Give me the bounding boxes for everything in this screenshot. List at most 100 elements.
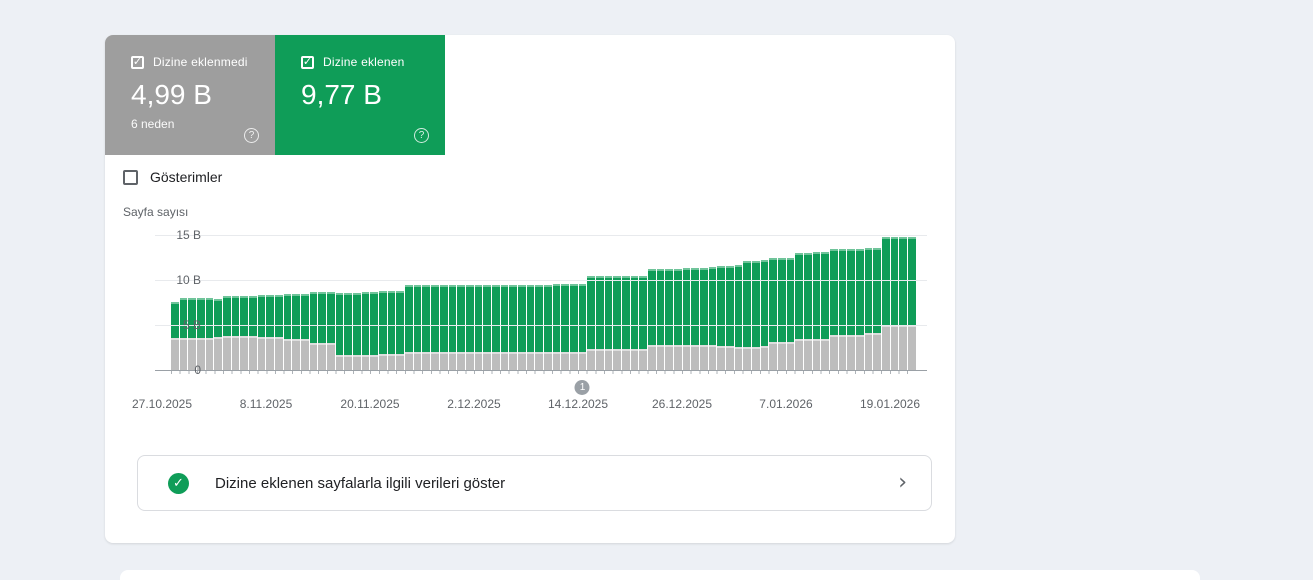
stacked-bar[interactable] — [890, 235, 899, 370]
stacked-bar[interactable] — [483, 235, 491, 370]
stacked-bar[interactable] — [257, 235, 266, 370]
stacked-bar[interactable] — [379, 235, 387, 370]
stacked-bar[interactable] — [821, 235, 830, 370]
stacked-bar[interactable] — [500, 235, 509, 370]
stacked-bar[interactable] — [569, 235, 578, 370]
stacked-bar[interactable] — [509, 235, 517, 370]
stacked-bar[interactable] — [691, 235, 699, 370]
stacked-bar[interactable] — [275, 235, 283, 370]
stacked-bar[interactable] — [405, 235, 413, 370]
chart-annotation-marker[interactable]: 1 — [574, 380, 590, 395]
stacked-bar[interactable] — [578, 235, 587, 370]
stacked-bar[interactable] — [231, 235, 240, 370]
stacked-bar[interactable] — [673, 235, 682, 370]
stacked-bar[interactable] — [396, 235, 405, 370]
stacked-bar[interactable] — [604, 235, 613, 370]
stacked-bar[interactable] — [361, 235, 370, 370]
stacked-bar[interactable] — [795, 235, 804, 370]
stacked-bar[interactable] — [448, 235, 457, 370]
stacked-bar[interactable] — [309, 235, 318, 370]
stacked-bar[interactable] — [786, 235, 795, 370]
stacked-bar[interactable] — [223, 235, 231, 370]
stacked-bar[interactable] — [873, 235, 882, 370]
help-icon[interactable]: ? — [414, 128, 429, 143]
stacked-bar[interactable] — [595, 235, 604, 370]
stacked-bar[interactable] — [327, 235, 335, 370]
checkbox-impressions[interactable] — [123, 169, 138, 185]
stacked-bar[interactable] — [205, 235, 214, 370]
stacked-bar[interactable] — [197, 235, 205, 370]
stacked-bar[interactable] — [682, 235, 691, 370]
stacked-bar[interactable] — [734, 235, 743, 370]
stacked-bar[interactable] — [240, 235, 249, 370]
stacked-bar[interactable] — [830, 235, 838, 370]
show-indexed-data-row[interactable]: ✓ Dizine eklenen sayfalarla ilgili veril… — [137, 455, 932, 511]
stacked-bar[interactable] — [517, 235, 526, 370]
card-indexed[interactable]: ✓ Dizine eklenen 9,77 B ? — [275, 35, 445, 155]
stacked-bar[interactable] — [769, 235, 778, 370]
stacked-bar[interactable] — [535, 235, 543, 370]
stacked-bar[interactable] — [726, 235, 734, 370]
stacked-bar[interactable] — [344, 235, 353, 370]
stacked-bar[interactable] — [561, 235, 569, 370]
stacked-bar[interactable] — [431, 235, 439, 370]
stacked-bar[interactable] — [552, 235, 561, 370]
x-axis-date-label: 7.01.2026 — [759, 397, 813, 411]
stacked-bar[interactable] — [249, 235, 257, 370]
stacked-bar[interactable] — [543, 235, 552, 370]
stacked-bar[interactable] — [838, 235, 847, 370]
stacked-bar[interactable] — [856, 235, 864, 370]
stacked-bar[interactable] — [804, 235, 812, 370]
stacked-bar[interactable] — [752, 235, 760, 370]
stacked-bar[interactable] — [882, 235, 890, 370]
stacked-bar[interactable] — [474, 235, 483, 370]
stacked-bar[interactable] — [266, 235, 275, 370]
stacked-bar[interactable] — [665, 235, 673, 370]
stacked-bar[interactable] — [647, 235, 656, 370]
stacked-bar[interactable] — [847, 235, 856, 370]
stacked-bar[interactable] — [613, 235, 621, 370]
indexed-segment — [474, 284, 483, 352]
help-icon[interactable]: ? — [244, 128, 259, 143]
stacked-bar[interactable] — [335, 235, 344, 370]
stacked-bar[interactable] — [899, 235, 908, 370]
stacked-bar[interactable] — [621, 235, 630, 370]
stacked-bar[interactable] — [587, 235, 595, 370]
stacked-bar[interactable] — [708, 235, 717, 370]
stacked-bar[interactable] — [457, 235, 465, 370]
stacked-bar[interactable] — [283, 235, 292, 370]
stacked-bar[interactable] — [214, 235, 223, 370]
stacked-bar[interactable] — [179, 235, 188, 370]
stacked-bar[interactable] — [639, 235, 647, 370]
stacked-bar[interactable] — [630, 235, 639, 370]
stacked-bar[interactable] — [717, 235, 725, 370]
stacked-bar[interactable] — [778, 235, 786, 370]
stacked-bar[interactable] — [699, 235, 708, 370]
stacked-bar[interactable] — [188, 235, 197, 370]
stacked-bar[interactable] — [171, 235, 179, 370]
checkbox-not-indexed[interactable]: ✓ — [131, 55, 144, 69]
stacked-bar[interactable] — [465, 235, 474, 370]
stacked-bar[interactable] — [439, 235, 448, 370]
stacked-bar[interactable] — [908, 235, 916, 370]
stacked-bar[interactable] — [864, 235, 873, 370]
stacked-bar[interactable] — [318, 235, 327, 370]
stacked-bar[interactable] — [413, 235, 422, 370]
stacked-bar[interactable] — [292, 235, 301, 370]
stacked-bar[interactable] — [387, 235, 396, 370]
stacked-bar[interactable] — [526, 235, 535, 370]
stacked-bar[interactable] — [353, 235, 361, 370]
stacked-bar[interactable] — [760, 235, 769, 370]
stacked-bar[interactable] — [812, 235, 821, 370]
stacked-bar[interactable] — [422, 235, 431, 370]
stacked-bar[interactable] — [301, 235, 309, 370]
card-not-indexed[interactable]: ✓ Dizine eklenmedi 4,99 B 6 neden ? — [105, 35, 275, 155]
indexed-segment — [665, 269, 673, 345]
stacked-bar[interactable] — [743, 235, 752, 370]
chevron-right-icon[interactable]: › — [898, 470, 907, 495]
checkbox-indexed[interactable]: ✓ — [301, 55, 314, 69]
stacked-bar[interactable] — [656, 235, 665, 370]
stacked-bar[interactable] — [491, 235, 500, 370]
impressions-toggle[interactable]: Gösterimler — [123, 169, 222, 185]
stacked-bar[interactable] — [370, 235, 379, 370]
